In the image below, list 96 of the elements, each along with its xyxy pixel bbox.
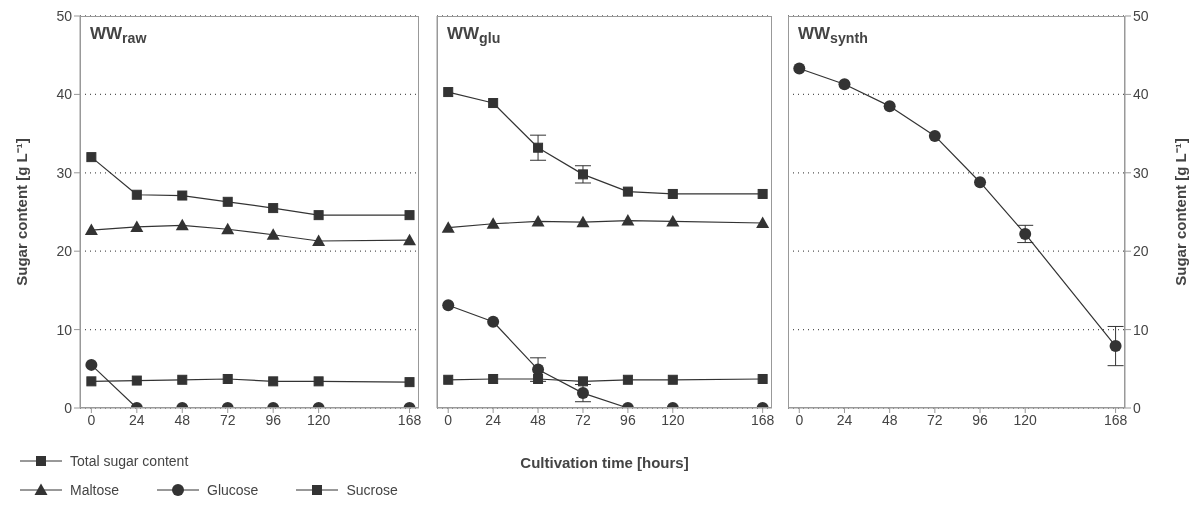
x-tick-label: 168 (397, 411, 422, 428)
x-tick-label: 48 (174, 411, 191, 428)
point (130, 220, 144, 232)
y-tick-label: 50 (56, 7, 73, 24)
point (313, 376, 324, 387)
point (533, 373, 544, 384)
y2-tick-label: 30 (1133, 164, 1149, 181)
y-tick-label: 10 (56, 321, 73, 338)
point (222, 196, 233, 207)
y-tick-label: 30 (56, 164, 73, 181)
point (177, 374, 188, 385)
point (443, 87, 454, 98)
point (757, 373, 768, 384)
x-tick-label: 120 (1013, 411, 1038, 428)
point (488, 98, 499, 109)
text: WW$_{raw}$ (90, 24, 147, 47)
point (487, 315, 500, 328)
point (486, 217, 500, 229)
point (576, 387, 589, 400)
point (974, 176, 987, 189)
x-tick-label: 96 (265, 411, 282, 428)
point (667, 374, 678, 385)
point (312, 234, 326, 247)
point (404, 210, 415, 221)
x-tick-label: 72 (219, 411, 236, 428)
point (488, 373, 499, 384)
text: WW$_{synth}$ (798, 24, 868, 47)
y-tick-label: 20 (56, 243, 73, 260)
point (131, 375, 142, 386)
point (221, 222, 235, 235)
point (268, 376, 279, 387)
legend-label: Total sugar content (70, 452, 189, 469)
x-tick-label: 0 (795, 411, 804, 428)
point (621, 214, 635, 226)
point (577, 169, 588, 180)
y-axis-title: Sugar content [g L⁻¹] (13, 138, 31, 286)
legend-label: Glucose (207, 481, 259, 498)
y-tick-label: 0 (64, 399, 73, 416)
point (131, 189, 142, 200)
x-tick-label: 24 (836, 411, 853, 428)
y-tick-label: 40 (56, 86, 73, 103)
point (838, 78, 851, 91)
x-tick-label: 120 (661, 411, 685, 428)
x-tick-label: 24 (485, 411, 502, 428)
point (443, 374, 454, 385)
x-tick-label: 96 (972, 411, 989, 428)
legend-label: Sucrose (346, 481, 398, 498)
point (928, 129, 941, 142)
x-axis-title: Cultivation time [hours] (519, 454, 690, 471)
y2-tick-label: 0 (1133, 399, 1141, 416)
x-tick-label: 72 (575, 411, 591, 428)
point (1109, 340, 1122, 353)
point (222, 373, 233, 384)
point (442, 299, 455, 312)
point (1019, 227, 1032, 240)
x-tick-label: 168 (750, 411, 775, 428)
point (756, 216, 770, 228)
x-tick-label: 120 (306, 411, 331, 428)
legend-label: Maltose (70, 481, 120, 498)
y2-axis-title: Sugar content [g L⁻¹] (1172, 138, 1190, 286)
point (175, 218, 189, 231)
x-tick-label: 72 (927, 411, 943, 428)
x-tick-label: 0 (444, 411, 453, 428)
point (177, 190, 188, 201)
x-tick-label: 96 (620, 411, 636, 428)
y2-tick-label: 40 (1133, 86, 1149, 103)
point (622, 374, 633, 385)
point (533, 142, 544, 153)
point (86, 152, 97, 163)
point (404, 377, 415, 388)
x-tick-label: 24 (129, 411, 145, 428)
point (268, 203, 279, 214)
point (666, 214, 680, 227)
point (84, 223, 98, 236)
point (757, 188, 768, 199)
point (576, 215, 590, 228)
point (883, 100, 896, 113)
y2-tick-label: 50 (1133, 7, 1149, 24)
point (266, 228, 280, 240)
point (667, 188, 678, 199)
y2-tick-label: 20 (1133, 243, 1149, 260)
x-tick-label: 48 (881, 411, 898, 428)
x-tick-label: 168 (1103, 411, 1128, 428)
point (313, 210, 324, 221)
point (441, 221, 455, 233)
point (531, 214, 545, 227)
y2-tick-label: 10 (1133, 321, 1149, 338)
x-tick-label: 48 (530, 411, 547, 428)
x-tick-label: 0 (87, 411, 96, 428)
text: WW$_{glu}$ (447, 24, 501, 47)
point (85, 358, 98, 371)
point (577, 376, 588, 387)
point (793, 62, 806, 75)
point (86, 376, 97, 387)
point (622, 186, 633, 197)
point (403, 233, 417, 246)
